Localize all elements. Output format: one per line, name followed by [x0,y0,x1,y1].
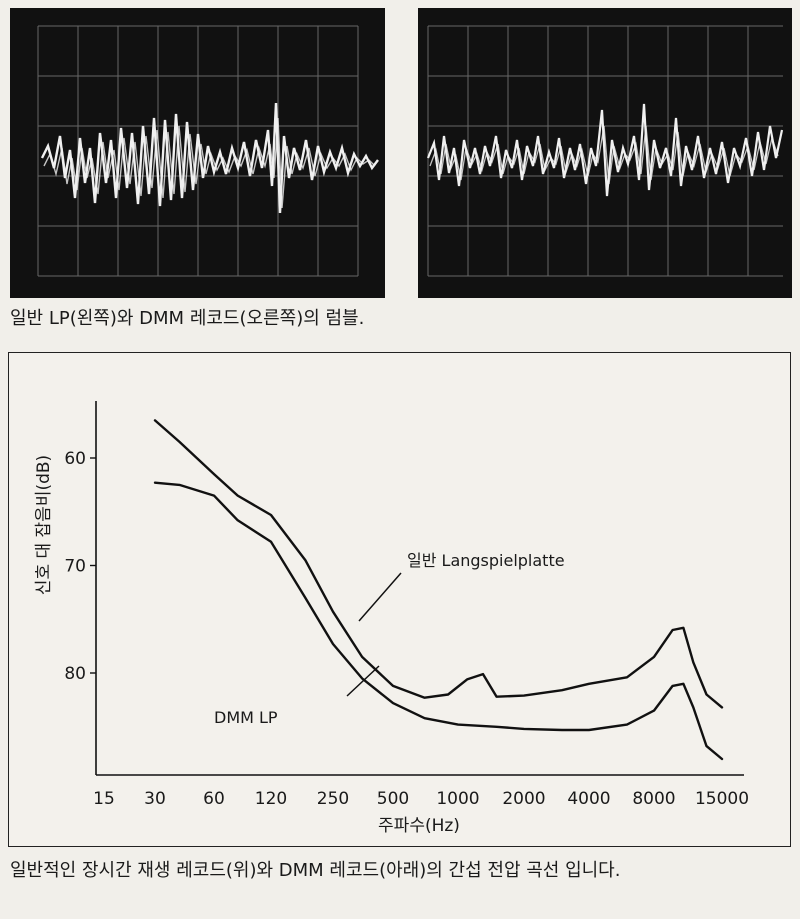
interference-voltage-chart: 60 70 80 15 30 60 120 250 500 1000 2000 4000 8000 15… [34,401,749,836]
x-tick-label: 2000 [502,789,545,809]
scope-grid [427,25,783,277]
label-standard-lp: 일반 Langspielplatte [407,551,565,570]
caption-interference-curve: 일반적인 장시간 재생 레코드(위)와 DMM 레코드(아래)의 간섭 전압 곡… [10,860,621,881]
x-tick-label: 1000 [436,789,479,809]
x-tick-label: 15 [93,789,115,809]
y-tick-label: 60 [64,449,86,469]
series-line-dmm-lp [153,481,724,761]
chart-frame: 60 70 80 15 30 60 120 250 500 1000 2000 4000 8000 15… [8,352,791,847]
leader-line-standard-lp [358,572,402,622]
x-tick-label: 250 [317,789,349,809]
x-axis-title: 주파수(Hz) [378,816,460,836]
y-tick-label: 70 [64,557,86,577]
scope-grid [37,25,359,277]
y-axis-title: 신호 대 잡음비(dB) [34,455,54,595]
leader-line-dmm-lp [346,665,380,697]
x-tick-label: 8000 [632,789,675,809]
rumble-scope-standard-lp-screen [37,25,379,277]
caption-rumble: 일반 LP(왼쪽)와 DMM 레코드(오른쪽)의 럼블. [10,308,365,329]
x-tick-label: 500 [377,789,409,809]
rumble-scope-dmm-record [418,8,792,298]
rumble-trace-standard-lp [40,102,379,214]
x-tick-label: 15000 [695,789,749,809]
x-tick-label: 4000 [567,789,610,809]
rumble-trace-dmm-record [426,103,784,197]
rumble-scope-standard-lp [10,8,385,298]
y-tick-label: 80 [64,664,86,684]
x-tick-label: 30 [144,789,166,809]
label-dmm-lp: DMM LP [214,708,278,727]
x-tick-label: 60 [203,789,225,809]
x-tick-label: 120 [255,789,287,809]
series-line-standard-lp [153,419,724,709]
rumble-scope-dmm-record-screen [426,25,784,277]
